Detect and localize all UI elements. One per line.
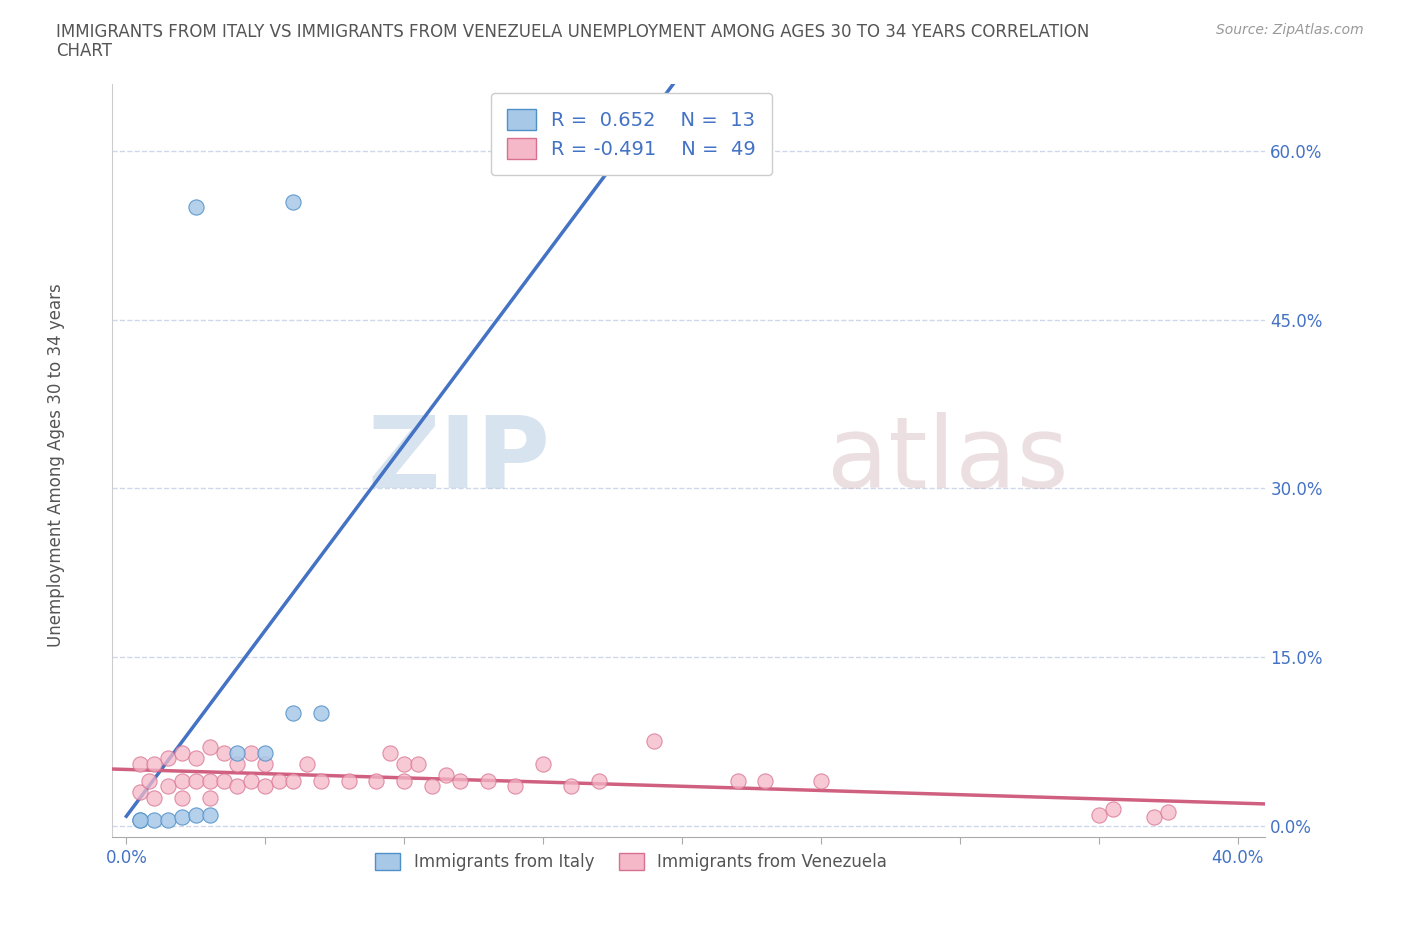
Point	[184, 807, 207, 822]
Point	[129, 813, 152, 828]
Point	[143, 813, 166, 828]
Text: Unemployment Among Ages 30 to 34 years: Unemployment Among Ages 30 to 34 years	[48, 283, 65, 647]
Point	[309, 706, 332, 721]
Point	[254, 779, 277, 794]
Point	[212, 745, 235, 760]
Point	[281, 706, 304, 721]
Point	[198, 739, 221, 754]
Point	[309, 774, 332, 789]
Point	[157, 751, 180, 765]
Text: IMMIGRANTS FROM ITALY VS IMMIGRANTS FROM VENEZUELA UNEMPLOYMENT AMONG AGES 30 TO: IMMIGRANTS FROM ITALY VS IMMIGRANTS FROM…	[56, 23, 1090, 41]
Point	[281, 194, 304, 209]
Point	[477, 774, 499, 789]
Point	[434, 768, 457, 783]
Point	[170, 774, 193, 789]
Point	[254, 756, 277, 771]
Point	[226, 745, 249, 760]
Point	[810, 774, 832, 789]
Point	[406, 756, 429, 771]
Text: atlas: atlas	[827, 412, 1069, 509]
Point	[143, 790, 166, 805]
Text: CHART: CHART	[56, 42, 112, 60]
Point	[505, 779, 527, 794]
Point	[226, 756, 249, 771]
Point	[184, 200, 207, 215]
Text: Source: ZipAtlas.com: Source: ZipAtlas.com	[1216, 23, 1364, 37]
Point	[269, 774, 291, 789]
Legend: Immigrants from Italy, Immigrants from Venezuela: Immigrants from Italy, Immigrants from V…	[366, 844, 897, 882]
Point	[129, 785, 152, 800]
Point	[143, 756, 166, 771]
Point	[366, 774, 388, 789]
Point	[129, 813, 152, 828]
Point	[157, 813, 180, 828]
Point	[240, 774, 263, 789]
Point	[129, 756, 152, 771]
Point	[295, 756, 318, 771]
Point	[170, 745, 193, 760]
Point	[1087, 807, 1109, 822]
Point	[392, 774, 415, 789]
Point	[1143, 809, 1166, 824]
Point	[380, 745, 402, 760]
Point	[184, 774, 207, 789]
Point	[254, 745, 277, 760]
Point	[226, 779, 249, 794]
Point	[727, 774, 749, 789]
Point	[170, 809, 193, 824]
Point	[420, 779, 443, 794]
Point	[212, 774, 235, 789]
Point	[643, 734, 665, 749]
Point	[754, 774, 776, 789]
Point	[531, 756, 554, 771]
Point	[240, 745, 263, 760]
Point	[198, 807, 221, 822]
Point	[138, 774, 160, 789]
Point	[281, 774, 304, 789]
Point	[198, 790, 221, 805]
Text: ZIP: ZIP	[368, 412, 551, 509]
Point	[1101, 802, 1123, 817]
Point	[392, 756, 415, 771]
Point	[184, 751, 207, 765]
Point	[588, 774, 610, 789]
Point	[157, 779, 180, 794]
Point	[337, 774, 360, 789]
Point	[198, 774, 221, 789]
Point	[449, 774, 471, 789]
Point	[560, 779, 582, 794]
Point	[170, 790, 193, 805]
Point	[1157, 804, 1180, 819]
